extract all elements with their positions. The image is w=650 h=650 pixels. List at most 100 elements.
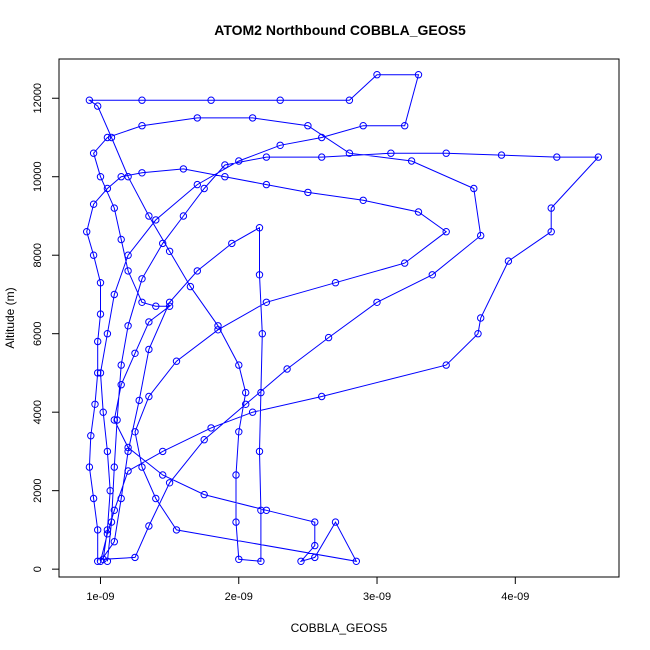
data-point	[117, 361, 125, 369]
data-point	[428, 271, 436, 279]
data-point	[200, 184, 208, 193]
data-point	[83, 228, 91, 236]
data-point	[131, 428, 139, 436]
data-point	[235, 157, 243, 165]
data-point	[138, 298, 146, 306]
data-point	[414, 71, 423, 79]
y-tick-label: 4000	[32, 400, 44, 424]
data-point	[242, 388, 250, 397]
data-point	[214, 322, 222, 330]
data-point	[373, 71, 381, 79]
data-point	[107, 133, 116, 142]
data-point	[407, 157, 416, 165]
data-point	[110, 506, 119, 514]
data-point	[331, 279, 340, 287]
data-point	[172, 526, 181, 534]
data-point	[138, 169, 146, 177]
data-point	[172, 357, 181, 365]
data-point	[179, 212, 188, 220]
data-point	[117, 173, 125, 181]
data-point	[159, 239, 167, 248]
data-point	[477, 314, 485, 322]
data-point	[193, 180, 202, 189]
data-point	[124, 443, 132, 452]
data-point	[89, 149, 98, 157]
data-point	[248, 408, 257, 416]
data-point	[257, 557, 265, 565]
data-point	[262, 180, 271, 189]
y-tick-label: 12000	[32, 83, 44, 114]
data-point	[91, 400, 99, 408]
y-tick-label: 10000	[32, 161, 44, 192]
data-point	[311, 553, 319, 562]
data-point	[311, 518, 319, 526]
data-point	[304, 122, 312, 130]
data-point	[138, 96, 146, 104]
data-point	[94, 369, 102, 377]
data-point	[262, 298, 271, 306]
data-point	[193, 114, 202, 122]
data-point	[96, 369, 105, 377]
data-point	[242, 400, 250, 408]
x-axis: 1e-09 2e-09 3e-09 4e-09	[86, 576, 529, 603]
x-tick-label: 2e-09	[225, 591, 253, 603]
data-point	[200, 490, 208, 499]
data-point	[165, 479, 174, 487]
data-point	[232, 518, 240, 526]
data-point	[401, 122, 409, 130]
data-point	[145, 522, 153, 530]
data-point	[131, 349, 139, 357]
y-tick-label: 6000	[32, 321, 44, 345]
data-point	[553, 153, 561, 161]
data-point	[145, 318, 153, 326]
data-point	[470, 184, 478, 193]
data-point	[110, 463, 119, 471]
data-point	[359, 196, 367, 205]
data-point	[283, 365, 291, 373]
data-point	[110, 416, 119, 424]
data-point	[124, 322, 132, 330]
data-point	[345, 149, 354, 157]
data-point	[401, 259, 409, 267]
data-point	[255, 224, 264, 232]
data-point	[304, 188, 312, 197]
data-point	[152, 494, 160, 503]
data-point	[276, 96, 284, 104]
x-tick-label: 3e-09	[363, 591, 391, 603]
data-point	[138, 275, 146, 283]
data-point	[232, 471, 240, 479]
data-point	[387, 149, 395, 157]
y-axis: 0 2000 4000 6000 8000 10000 12000	[32, 83, 60, 572]
y-tick-label: 0	[32, 566, 44, 572]
data-point	[145, 392, 153, 401]
data-point	[276, 141, 284, 150]
data-point	[193, 267, 202, 275]
data-point	[165, 298, 174, 306]
data-point	[497, 151, 506, 159]
x-tick-label: 1e-09	[86, 591, 114, 603]
data-point	[124, 267, 132, 275]
data-point	[248, 114, 257, 122]
data-point	[106, 487, 114, 495]
data-point	[117, 381, 125, 389]
data-point	[324, 333, 333, 342]
data-point	[138, 463, 146, 471]
data-point	[594, 153, 602, 161]
data-point	[345, 96, 354, 104]
data-point	[318, 392, 326, 401]
y-tick-label: 8000	[32, 243, 44, 267]
data-point	[257, 388, 265, 397]
data-point	[311, 541, 319, 550]
data-point	[124, 447, 132, 456]
chart-title: ATOM2 Northbound COBBLA_GEOS5	[214, 22, 466, 38]
data-point	[504, 257, 513, 265]
data-point	[442, 149, 450, 157]
data-point	[131, 553, 139, 562]
data-point	[262, 506, 271, 514]
data-point	[262, 153, 271, 161]
data-point	[113, 416, 121, 424]
data-point	[103, 526, 112, 534]
x-axis-label: COBBLA_GEOS5	[291, 621, 388, 635]
data-point	[159, 447, 167, 456]
data-point	[85, 96, 94, 104]
